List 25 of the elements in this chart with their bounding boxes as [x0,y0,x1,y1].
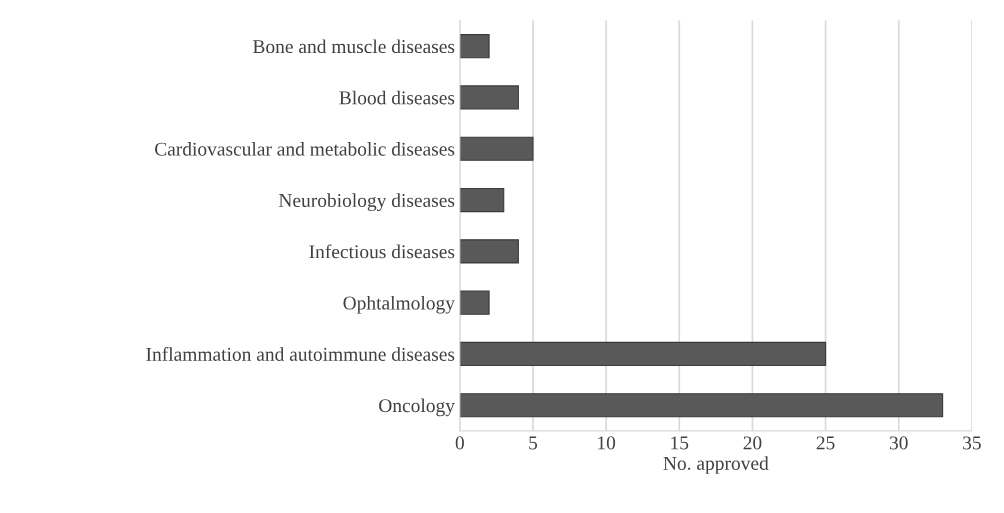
y-tick-label: Neurobiology diseases [278,193,455,212]
bar [459,34,490,59]
bar [459,341,827,367]
y-tick-label: Cardiovascular and metabolic diseases [155,142,455,156]
x-tick-label: 30 [889,436,908,450]
bar [459,187,505,213]
x-tick-label: 5 [529,436,538,450]
bar [459,239,519,264]
bar [459,136,534,161]
x-tick-label: 25 [816,436,835,450]
y-tick-label: Blood diseases [339,90,455,105]
bar [459,85,519,110]
x-tick-label: 15 [671,436,689,450]
bar [459,393,944,418]
x-axis-title: No. approved [663,456,769,474]
x-tick-label: 0 [455,436,464,450]
x-tick-label: 10 [598,436,616,450]
x-tick-label: 20 [743,436,762,450]
y-tick-label: Bone and muscle diseases [253,39,455,54]
y-tick-label: Inflammation and autoimmune diseases [146,347,455,361]
x-tick-label: 35 [963,436,981,450]
y-tick-label: Infectious diseases [309,244,455,259]
bar [459,290,490,315]
y-tick-label: Oncology [379,398,455,417]
y-tick-label: Ophtalmology [343,295,455,314]
